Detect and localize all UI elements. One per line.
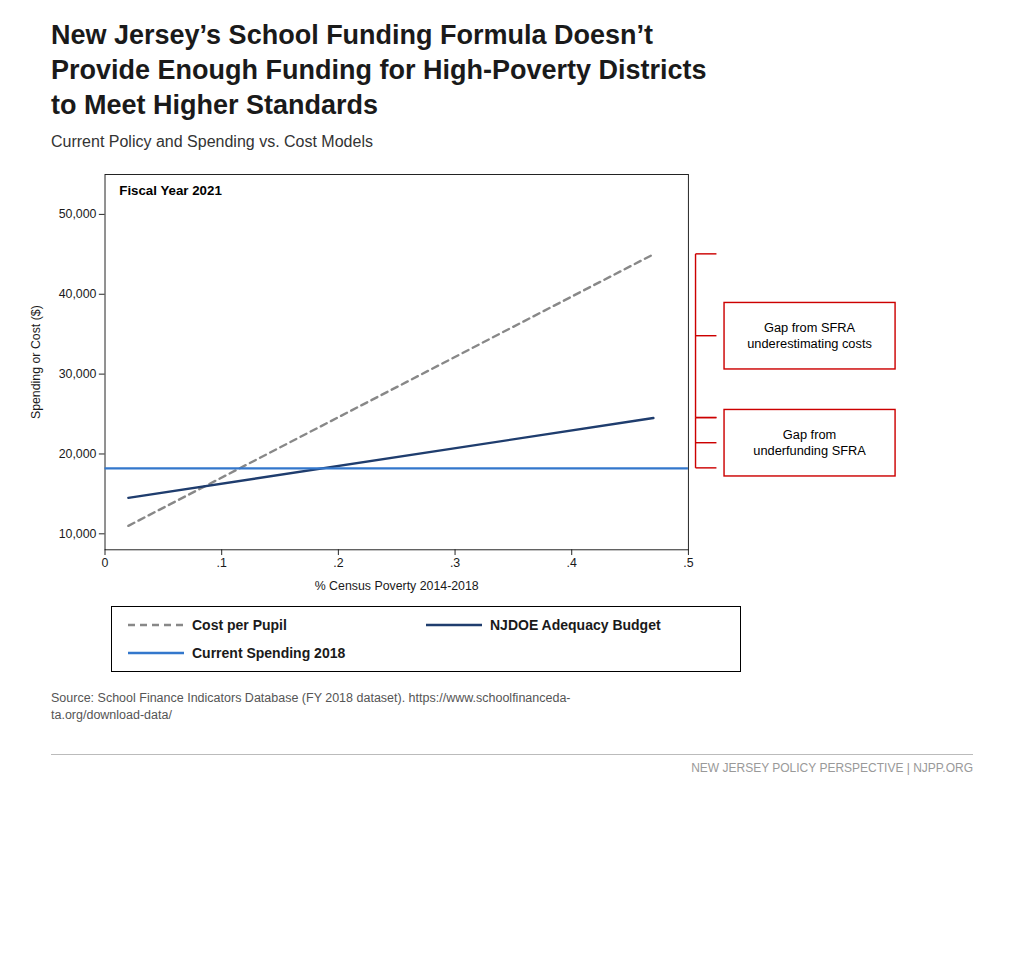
- svg-text:.5: .5: [683, 556, 693, 570]
- html-text:New Jersey’s School Funding Fo: New Jersey’s School Funding Formula Does…: [51, 20, 707, 121]
- svg-text:Gap from SFRAunderestimating c: Gap from SFRAunderestimating costs: [747, 320, 872, 351]
- svg-text:Gap fromunderfunding SFRA: Gap fromunderfunding SFRA: [753, 427, 866, 458]
- svg-text:% Census Poverty 2014-2018: % Census Poverty 2014-2018: [315, 579, 479, 593]
- html-text:Source: School Finance Indicat: Source: School Finance Indicators Databa…: [51, 690, 571, 722]
- html-text:NEW JERSEY POLICY PERSPECTIVE: NEW JERSEY POLICY PERSPECTIVE | NJPP.ORG: [691, 760, 973, 775]
- html-text:Current Spending 2018: Current Spending 2018: [192, 644, 346, 661]
- svg-text:.2: .2: [333, 556, 343, 570]
- svg-text:.1: .1: [217, 556, 227, 570]
- svg-text:30,000: 30,000: [59, 367, 97, 381]
- svg-text:50,000: 50,000: [59, 208, 97, 222]
- svg-text:0: 0: [102, 556, 109, 570]
- svg-text:.4: .4: [567, 556, 577, 570]
- svg-text:40,000: 40,000: [59, 287, 97, 301]
- svg-text:Fiscal Year 2021: Fiscal Year 2021: [119, 184, 222, 199]
- svg-text:Spending or Cost ($): Spending or Cost ($): [29, 305, 43, 419]
- svg-text:10,000: 10,000: [59, 527, 97, 541]
- html-text:Current Policy and Spending vs: Current Policy and Spending vs. Cost Mod…: [51, 133, 373, 151]
- svg-text:.3: .3: [450, 556, 460, 570]
- svg-text:20,000: 20,000: [59, 447, 97, 461]
- html-text:NJDOE Adequacy Budget: NJDOE Adequacy Budget: [490, 616, 661, 633]
- html-text:Cost per Pupil: Cost per Pupil: [192, 616, 287, 633]
